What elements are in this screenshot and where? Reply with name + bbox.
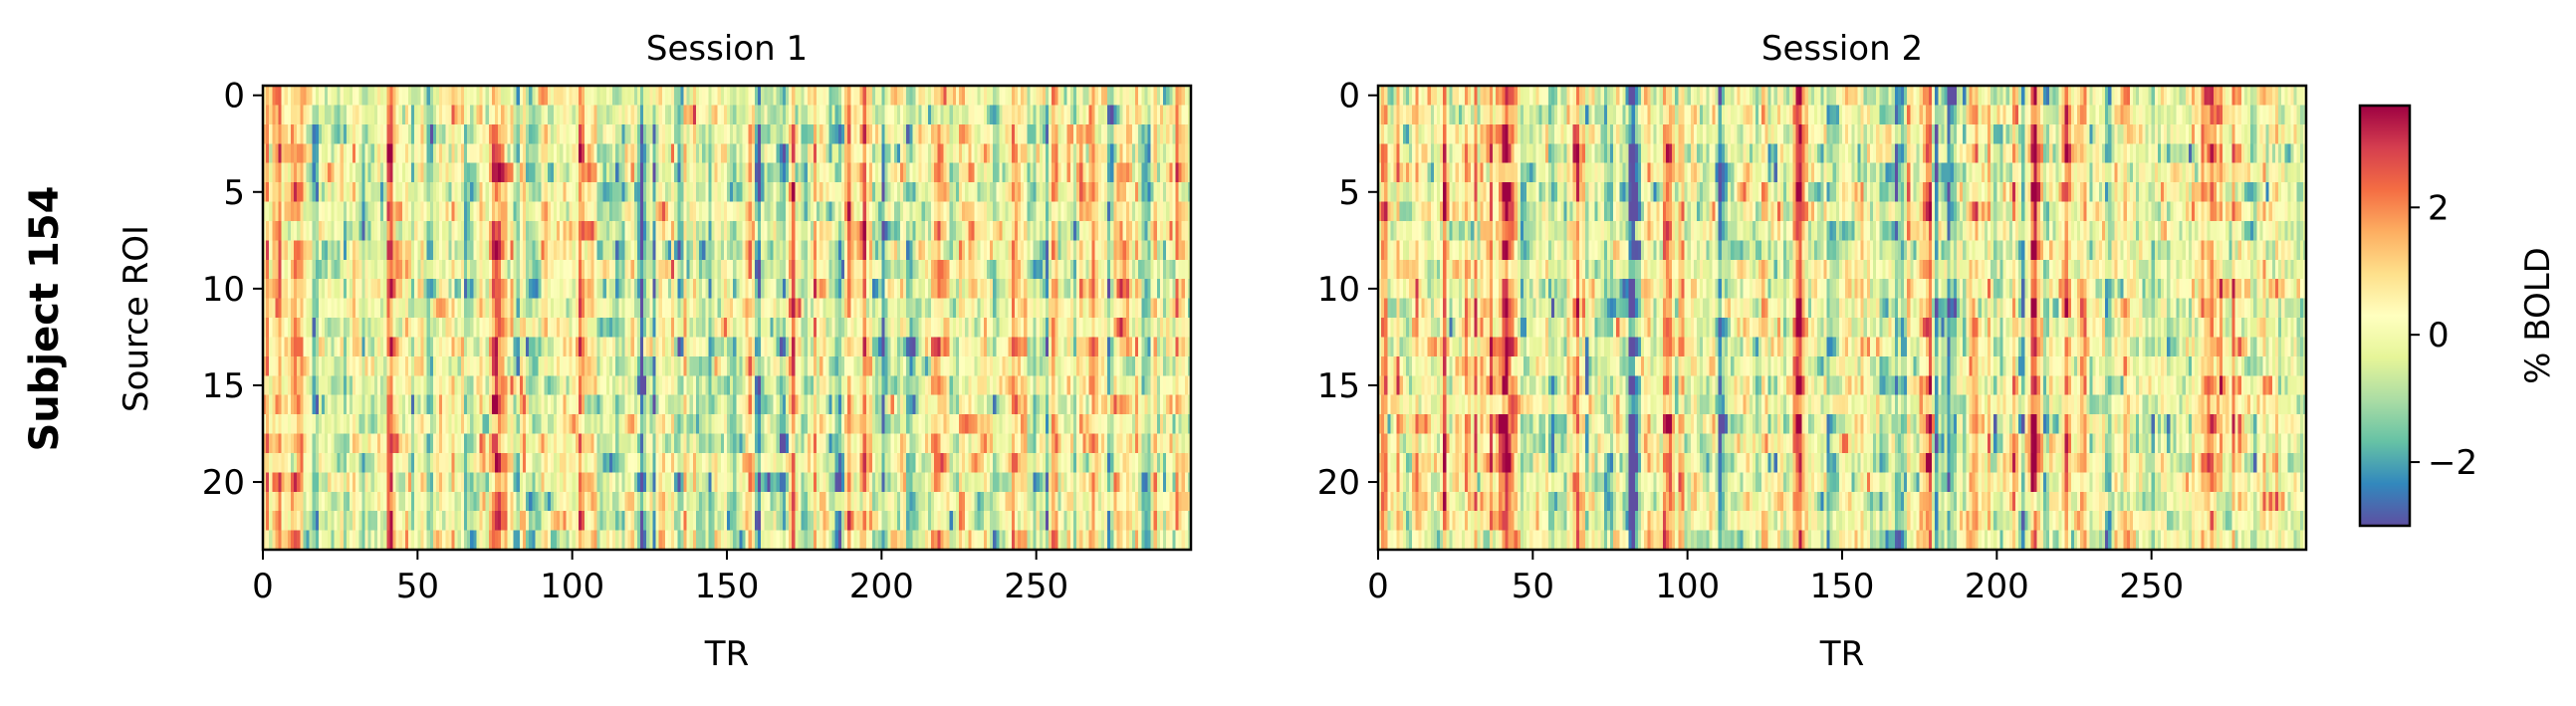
colorbar-label: % BOLD [2518, 247, 2558, 384]
y-tick-label: 20 [202, 463, 245, 503]
colorbar-tick-label: 0 [2428, 316, 2450, 355]
panel-title: Session 1 [646, 29, 808, 69]
x-tick-label: 100 [1655, 567, 1720, 606]
y-axis-ticks: 0 5 10 15 20 [1317, 77, 1378, 503]
y-axis-label: Source ROI [117, 225, 156, 412]
heatmap-panel-session-1: Session 1 0 50 100 150 200 250 0 5 10 15 20 TR So… [117, 29, 1193, 674]
y-tick-label: 20 [1317, 463, 1360, 503]
x-axis-ticks: 0 50 100 150 200 250 [252, 550, 1068, 606]
x-axis-label: TR [1819, 634, 1864, 674]
y-tick-label: 5 [1338, 173, 1360, 213]
y-axis-ticks: 0 5 10 15 20 [202, 77, 263, 503]
x-tick-label: 50 [1512, 567, 1554, 606]
heatmap-panel-session-2: Session 2 0 50 100 150 200 250 0 5 10 15 20 TR [1317, 29, 2308, 674]
panel-title: Session 2 [1761, 29, 1923, 69]
y-tick-label: 15 [202, 366, 245, 406]
colorbar-gradient [2360, 106, 2410, 526]
y-tick-label: 0 [1338, 77, 1360, 117]
colorbar: −2 0 2 % BOLD [2358, 104, 2558, 528]
y-tick-label: 10 [1317, 270, 1360, 310]
x-tick-label: 200 [1965, 567, 2029, 606]
colorbar-tick-label: −2 [2428, 443, 2477, 483]
subject-label: Subject 154 [22, 185, 68, 451]
x-tick-label: 250 [1004, 567, 1068, 606]
heatmap-cells [263, 86, 1191, 550]
x-tick-label: 150 [1810, 567, 1875, 606]
x-tick-label: 200 [849, 567, 914, 606]
y-tick-label: 0 [223, 77, 245, 117]
y-tick-label: 5 [223, 173, 245, 213]
x-tick-label: 250 [2119, 567, 2184, 606]
colorbar-tick-label: 2 [2428, 188, 2450, 228]
colorbar-ticks: −2 0 2 [2410, 188, 2477, 483]
x-axis-ticks: 0 50 100 150 200 250 [1367, 550, 2184, 606]
x-tick-label: 0 [1367, 567, 1389, 606]
x-tick-label: 150 [695, 567, 760, 606]
x-tick-label: 0 [252, 567, 274, 606]
x-tick-label: 100 [540, 567, 604, 606]
y-tick-label: 15 [1317, 366, 1360, 406]
heatmap-cells [1378, 86, 2306, 550]
y-tick-label: 10 [202, 270, 245, 310]
x-axis-label: TR [704, 634, 749, 674]
x-tick-label: 50 [396, 567, 439, 606]
colorbar-frame [2358, 104, 2412, 528]
